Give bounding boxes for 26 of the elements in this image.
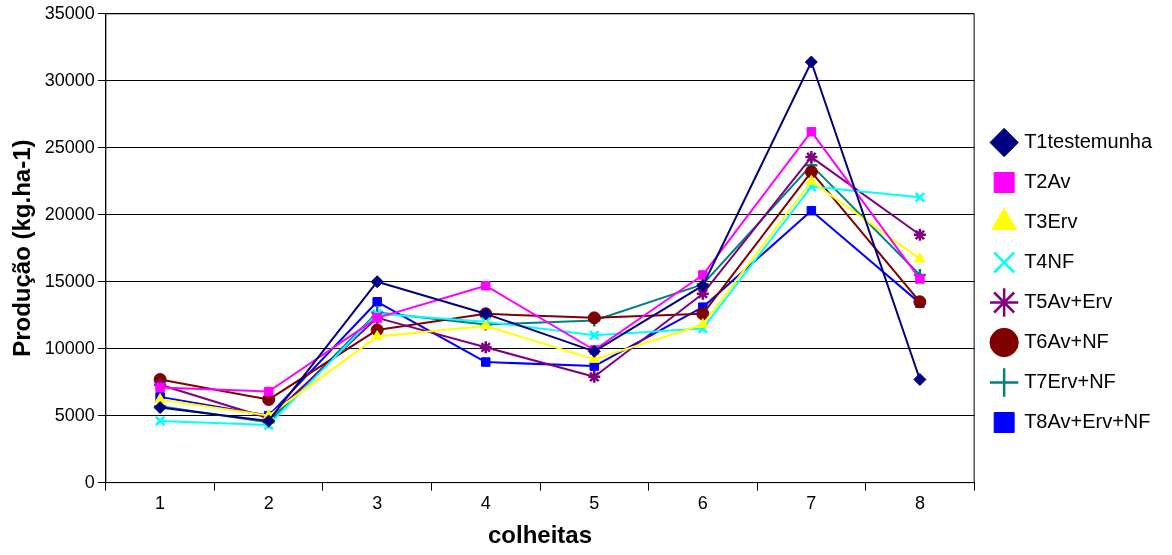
y-tick-label: 30000 bbox=[44, 69, 95, 90]
x-axis-title: colheitas bbox=[487, 521, 593, 549]
x-tick-label: 4 bbox=[480, 493, 491, 514]
legend-label: T8Av+Erv+NF bbox=[1024, 410, 1151, 433]
y-tick-label: 0 bbox=[84, 471, 95, 492]
legend-label: T2Av bbox=[1024, 170, 1071, 193]
y-axis-title: Produção (kg.ha-1) bbox=[8, 139, 36, 357]
y-tick-label: 35000 bbox=[44, 2, 95, 23]
x-tick-label: 7 bbox=[806, 493, 817, 514]
y-tick-label: 10000 bbox=[44, 337, 95, 358]
legend-label: T4NF bbox=[1024, 250, 1075, 273]
x-tick-label: 8 bbox=[914, 493, 925, 514]
y-tick-label: 15000 bbox=[44, 270, 95, 291]
legend-label: T3Erv bbox=[1024, 210, 1078, 233]
y-tick-label: 5000 bbox=[54, 404, 95, 425]
x-tick-label: 1 bbox=[155, 493, 166, 514]
y-tick-label: 20000 bbox=[44, 203, 95, 224]
y-tick-label: 25000 bbox=[44, 136, 95, 157]
legend-label: T5Av+Erv bbox=[1024, 290, 1113, 313]
legend-label: T7Erv+NF bbox=[1024, 370, 1116, 393]
x-tick-label: 3 bbox=[372, 493, 383, 514]
x-tick-label: 5 bbox=[589, 493, 600, 514]
legend-label: T6Av+NF bbox=[1024, 330, 1109, 353]
legend-label: T1testemunha bbox=[1024, 130, 1153, 153]
x-tick-label: 2 bbox=[263, 493, 274, 514]
x-tick-label: 6 bbox=[697, 493, 708, 514]
